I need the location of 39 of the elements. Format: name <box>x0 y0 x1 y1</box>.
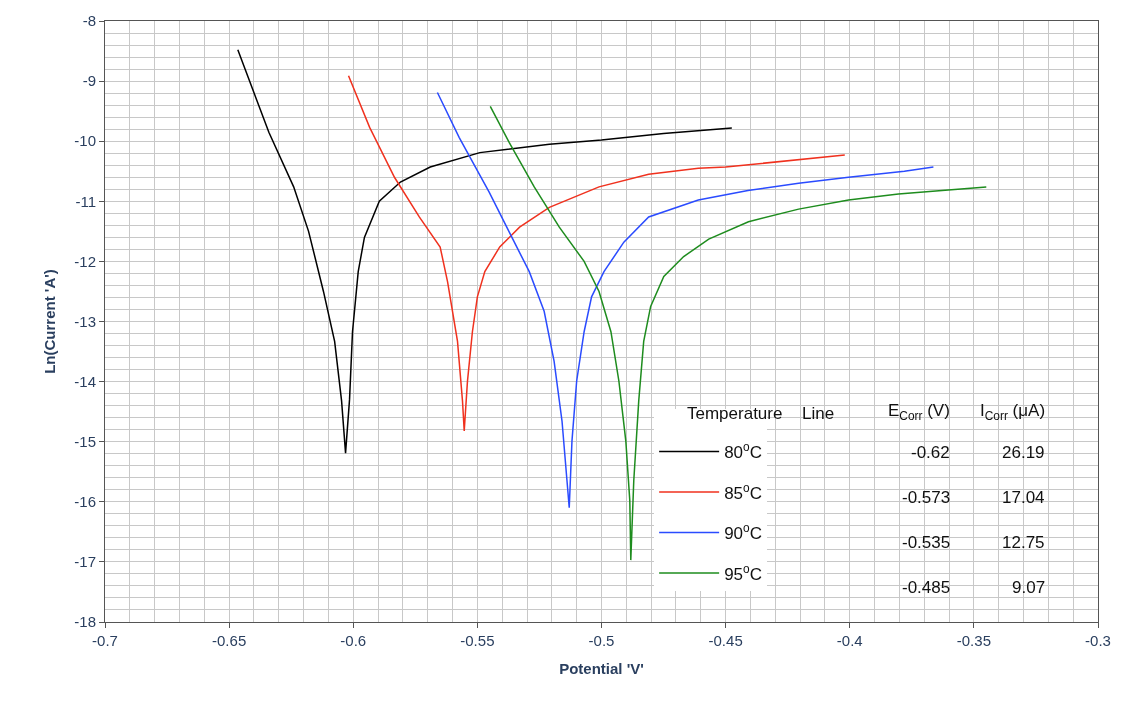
annotation: E$_{Corr}$ (V) <box>888 401 950 423</box>
legend-label: 95$^{o}$C <box>724 561 762 584</box>
legend-label: 90$^{o}$C <box>724 521 762 544</box>
annotation: 26.19 <box>1002 443 1045 462</box>
x-tick-label: -0.3 <box>1085 632 1111 649</box>
y-tick-label: -15 <box>74 432 96 450</box>
x-axis-title: Potential 'V' <box>559 660 644 677</box>
y-tick-label: -17 <box>74 553 96 571</box>
annotation: I$_{Corr}$ (μA) <box>980 401 1046 423</box>
annotation: 17.04 <box>1002 488 1045 507</box>
annotation: 12.75 <box>1002 533 1045 552</box>
annotation: -0.535 <box>902 533 951 552</box>
x-tick-label: -0.5 <box>588 632 615 649</box>
x-tick-label: -0.35 <box>956 632 991 649</box>
annotation: Temperature <box>687 404 783 423</box>
annotation: -0.62 <box>911 443 950 462</box>
y-tick-label: -18 <box>74 613 96 631</box>
y-tick-label: -9 <box>82 72 96 90</box>
y-tick-label: -13 <box>74 312 96 330</box>
y-tick-label: -16 <box>74 493 96 511</box>
y-tick-label: -10 <box>74 132 96 150</box>
x-tick-label: -0.4 <box>836 632 863 649</box>
annotation: 9.07 <box>1012 578 1046 597</box>
x-tick-label: -0.65 <box>212 632 247 649</box>
x-tick-label: -0.7 <box>92 632 118 649</box>
annotation: -0.573 <box>902 488 951 507</box>
y-tick-label: -11 <box>75 192 96 210</box>
x-tick-label: -0.6 <box>340 632 367 649</box>
y-tick-label: -8 <box>82 12 96 30</box>
x-tick-label: -0.45 <box>708 632 743 649</box>
line-series <box>347 74 846 432</box>
x-tick-label: -0.55 <box>460 632 495 649</box>
y-axis-title: Ln(Current 'A') <box>40 269 58 374</box>
legend-label: 85$^{o}$C <box>724 480 762 503</box>
y-tick-label: -14 <box>74 372 96 390</box>
y-tick-label: -12 <box>74 252 96 270</box>
annotation: -0.485 <box>902 578 951 597</box>
legend-label: 80$^{o}$C <box>724 439 762 463</box>
annotation: Line <box>802 404 835 423</box>
